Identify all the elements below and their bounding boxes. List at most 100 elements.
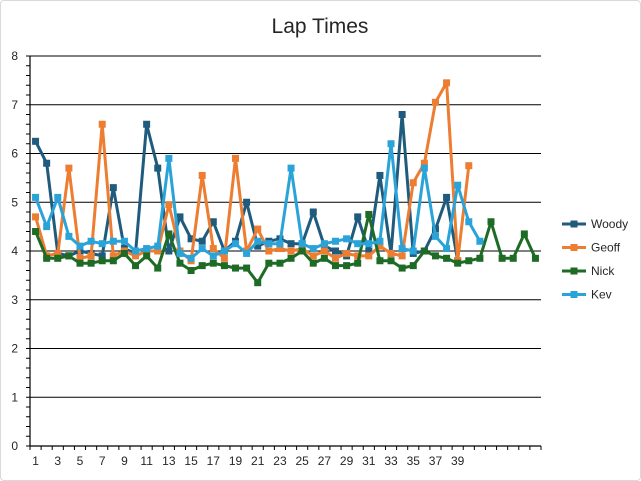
data-point <box>298 240 306 248</box>
data-point <box>387 257 395 265</box>
data-point <box>343 249 351 257</box>
data-point <box>165 154 173 162</box>
data-point <box>398 252 406 260</box>
data-point <box>165 230 173 238</box>
data-point <box>43 159 51 167</box>
data-point <box>465 162 473 170</box>
data-point <box>431 232 439 240</box>
data-point <box>43 223 51 231</box>
x-tick-label: 11 <box>140 454 153 468</box>
data-point <box>120 237 128 245</box>
data-point <box>265 259 273 267</box>
data-point <box>320 247 328 255</box>
data-point <box>176 249 184 257</box>
data-point <box>32 193 40 201</box>
x-tick-label: 39 <box>451 454 465 468</box>
data-point <box>454 259 462 267</box>
data-point <box>265 247 273 255</box>
series-layer <box>32 79 539 287</box>
data-point <box>398 111 406 118</box>
data-point <box>198 245 206 253</box>
data-point <box>476 254 484 262</box>
legend-item-kev: Kev <box>562 288 612 302</box>
data-point <box>32 137 40 145</box>
data-point <box>309 245 317 253</box>
x-tick-label: 15 <box>184 454 198 468</box>
data-point <box>32 228 40 235</box>
legend-item-woody: Woody <box>562 217 628 231</box>
data-point <box>331 247 339 255</box>
data-point <box>354 213 362 221</box>
data-point <box>165 201 173 209</box>
data-point <box>143 252 151 260</box>
data-point <box>254 242 262 250</box>
data-point <box>287 164 295 172</box>
data-point <box>343 235 351 243</box>
x-tick-label: 7 <box>99 454 106 468</box>
data-point <box>287 254 295 262</box>
data-point <box>109 252 117 260</box>
data-point <box>154 264 162 272</box>
x-tick-label: 29 <box>340 454 354 468</box>
x-tick-label: 35 <box>407 454 421 468</box>
data-point <box>354 259 362 267</box>
data-point <box>276 259 284 267</box>
data-point <box>76 259 84 267</box>
data-point <box>387 140 395 148</box>
data-point <box>54 249 62 257</box>
data-point <box>443 79 451 87</box>
data-point <box>232 240 240 248</box>
data-point <box>287 247 295 255</box>
x-tick-label: 25 <box>295 454 309 468</box>
x-tick-label: 9 <box>121 454 128 468</box>
x-tick-label: 31 <box>362 454 376 468</box>
data-point <box>365 240 373 248</box>
data-point <box>254 237 262 245</box>
data-point <box>54 254 62 262</box>
data-point <box>154 242 162 250</box>
data-point <box>320 240 328 248</box>
data-point <box>65 164 73 172</box>
x-tick-label: 23 <box>273 454 287 468</box>
data-point <box>109 184 117 192</box>
data-point <box>354 240 362 248</box>
data-point <box>120 249 128 257</box>
data-point <box>365 247 373 255</box>
data-point <box>309 252 317 260</box>
data-point <box>232 154 240 162</box>
series-kev <box>32 140 484 262</box>
data-point <box>476 237 484 245</box>
x-tick-label: 5 <box>77 454 84 468</box>
data-point <box>376 242 384 250</box>
data-point <box>176 259 184 267</box>
data-point <box>187 254 195 262</box>
y-tick-label: 4 <box>11 244 18 258</box>
data-point <box>409 247 417 255</box>
data-point <box>98 252 106 260</box>
data-point <box>32 213 40 221</box>
data-point <box>409 179 417 187</box>
data-point <box>76 254 84 262</box>
data-point <box>187 235 195 243</box>
data-point <box>232 264 240 272</box>
x-tick-label: 3 <box>54 454 61 468</box>
data-point <box>132 247 140 255</box>
data-point <box>376 171 384 179</box>
data-point <box>387 249 395 257</box>
data-point <box>243 264 251 272</box>
data-point <box>76 242 84 250</box>
x-tick-label: 13 <box>162 454 176 468</box>
data-point <box>431 98 439 106</box>
data-point <box>176 213 184 221</box>
data-point <box>198 262 206 270</box>
data-point <box>443 193 451 201</box>
data-point <box>331 262 339 270</box>
data-point <box>443 245 451 253</box>
legend-marker <box>570 244 578 251</box>
data-point <box>98 120 106 128</box>
data-point <box>209 245 217 253</box>
x-tick-label: 37 <box>429 454 443 468</box>
data-point <box>520 230 528 238</box>
data-point <box>265 240 273 248</box>
